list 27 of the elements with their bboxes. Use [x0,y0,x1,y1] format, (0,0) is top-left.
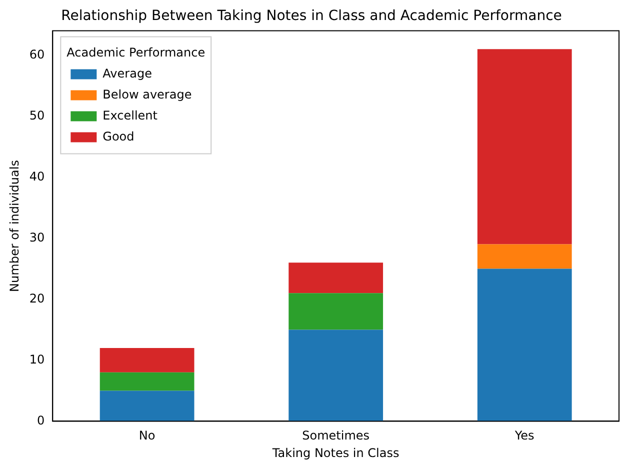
x-tick-label: Yes [514,428,534,443]
x-tick-label: Sometimes [302,428,370,443]
y-tick-label: 50 [29,108,45,122]
bar [288,293,384,330]
x-tick-label: No [138,428,156,443]
y-tick-label: 20 [29,291,45,306]
y-tick-label: 60 [29,47,45,62]
legend-label: Excellent [102,108,158,122]
y-tick-label: 10 [29,352,45,366]
bar [100,348,194,372]
bar [477,268,572,422]
bar [100,390,194,422]
chart-title: Relationship Between Taking Notes in Class and Academic Performance [61,8,562,24]
bar [288,330,384,422]
legend-label: Good [102,129,134,144]
y-axis-title: Number of individuals [7,160,22,292]
y-tick-label: 30 [29,230,45,244]
legend-label: Average [102,66,152,80]
legend-label: Below average [102,87,192,102]
y-tick-label: 0 [37,413,45,428]
bar [288,262,384,294]
bar [477,49,572,244]
y-tick-label: 40 [29,169,45,184]
bar [477,244,572,269]
bar [100,372,194,391]
x-axis-title: Taking Notes in Class [271,446,400,460]
legend-title: Academic Performance [66,45,206,60]
